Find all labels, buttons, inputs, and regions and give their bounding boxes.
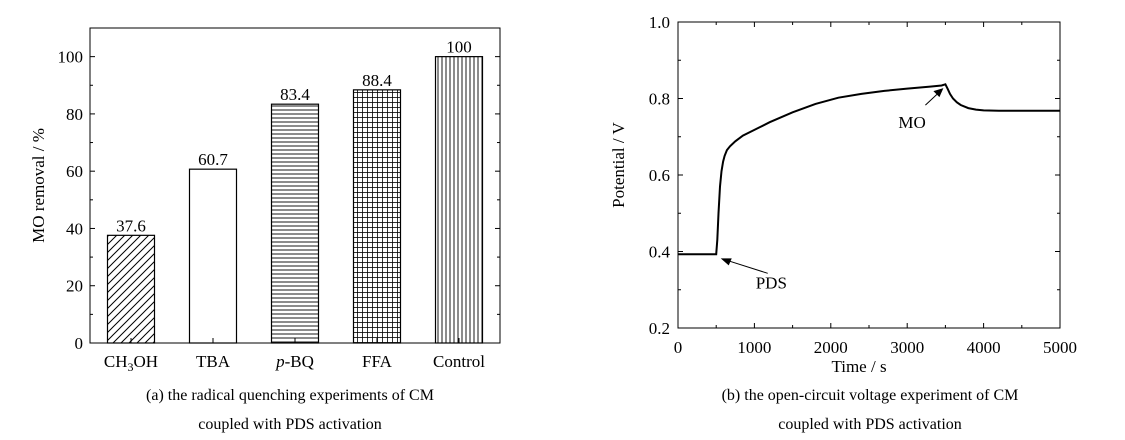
plot-frame-b bbox=[677, 21, 1061, 329]
x-tick-label-b: 4000 bbox=[967, 338, 1001, 357]
bar bbox=[434, 56, 484, 344]
x-tick-label-a: TBA bbox=[196, 352, 231, 371]
x-tick-label-part: OH bbox=[134, 352, 159, 371]
x-tick-label-part: CH bbox=[104, 352, 128, 371]
annotation-label-mo: MO bbox=[898, 113, 925, 132]
y-tick-label-b: 0.8 bbox=[649, 90, 670, 109]
bar bbox=[106, 234, 156, 344]
bar bbox=[352, 89, 402, 344]
bar-value-label: 37.6 bbox=[116, 216, 146, 235]
caption-a-line2: coupled with PDS activation bbox=[198, 416, 382, 433]
y-tick-label-a: 40 bbox=[66, 219, 83, 238]
y-tick-label-b: 1.0 bbox=[649, 13, 670, 32]
x-tick-label-b: 2000 bbox=[814, 338, 848, 357]
x-tick-label-italic: p bbox=[275, 352, 285, 371]
caption-a: (a) the radical quenching experiments of… bbox=[40, 381, 540, 439]
y-tick-label-a: 100 bbox=[58, 48, 84, 67]
y-tick-label-b: 0.4 bbox=[649, 243, 671, 262]
x-tick-label-a: Control bbox=[433, 352, 485, 371]
potential-line bbox=[678, 83, 1060, 256]
bar-value-label: 83.4 bbox=[280, 85, 310, 104]
x-tick-label-a: FFA bbox=[362, 352, 393, 371]
bar bbox=[270, 103, 320, 344]
x-tick-label-b: 5000 bbox=[1043, 338, 1077, 357]
bar bbox=[188, 168, 238, 344]
y-tick-label-a: 0 bbox=[75, 334, 84, 353]
x-axis-label-b: Time / s bbox=[831, 357, 886, 376]
x-tick-label-subscript: 3 bbox=[128, 360, 134, 374]
bar-value-label: 88.4 bbox=[362, 71, 392, 90]
caption-b-line1: (b) the open-circuit voltage experiment … bbox=[721, 387, 1019, 404]
x-tick-label-b: 3000 bbox=[890, 338, 924, 357]
bar-value-label: 60.7 bbox=[198, 150, 228, 169]
y-tick-label-a: 20 bbox=[66, 277, 83, 296]
line-chart-panel: 0.2 0.4 0.6 0.8 1.0 0 1000 2000 3000 4000 5000 Time… bbox=[609, 13, 1077, 376]
y-tick-label-b: 0.6 bbox=[649, 166, 670, 185]
y-axis-label-a: MO removal / % bbox=[29, 128, 48, 243]
annotation-label-pds: PDS bbox=[756, 273, 787, 292]
x-tick-label-a: CH3OH bbox=[104, 352, 158, 374]
caption-b-line2: coupled with PDS activation bbox=[778, 416, 962, 433]
x-tick-label-part: -BQ bbox=[285, 352, 314, 371]
x-tick-label-b: 1000 bbox=[737, 338, 771, 357]
bar-value-label: 100 bbox=[446, 38, 472, 57]
y-axis-label-b: Potential / V bbox=[609, 121, 628, 207]
caption-a-line1: (a) the radical quenching experiments of… bbox=[146, 387, 434, 404]
annotation-arrowhead-mo bbox=[933, 88, 944, 98]
y-tick-label-a: 60 bbox=[66, 162, 83, 181]
annotation-arrowhead-pds bbox=[720, 258, 732, 266]
y-tick-label-a: 80 bbox=[66, 105, 83, 124]
bar-chart-panel: 0 20 40 60 80 100 MO removal / % 37.6 CH3OH 60.7 T… bbox=[29, 27, 501, 374]
annotation-arrow-pds bbox=[723, 258, 768, 274]
x-tick-label-a: p-BQ bbox=[275, 352, 314, 371]
caption-b: (b) the open-circuit voltage experiment … bbox=[620, 381, 1120, 439]
y-tick-label-b: 0.2 bbox=[649, 319, 670, 338]
x-tick-label-b: 0 bbox=[674, 338, 683, 357]
